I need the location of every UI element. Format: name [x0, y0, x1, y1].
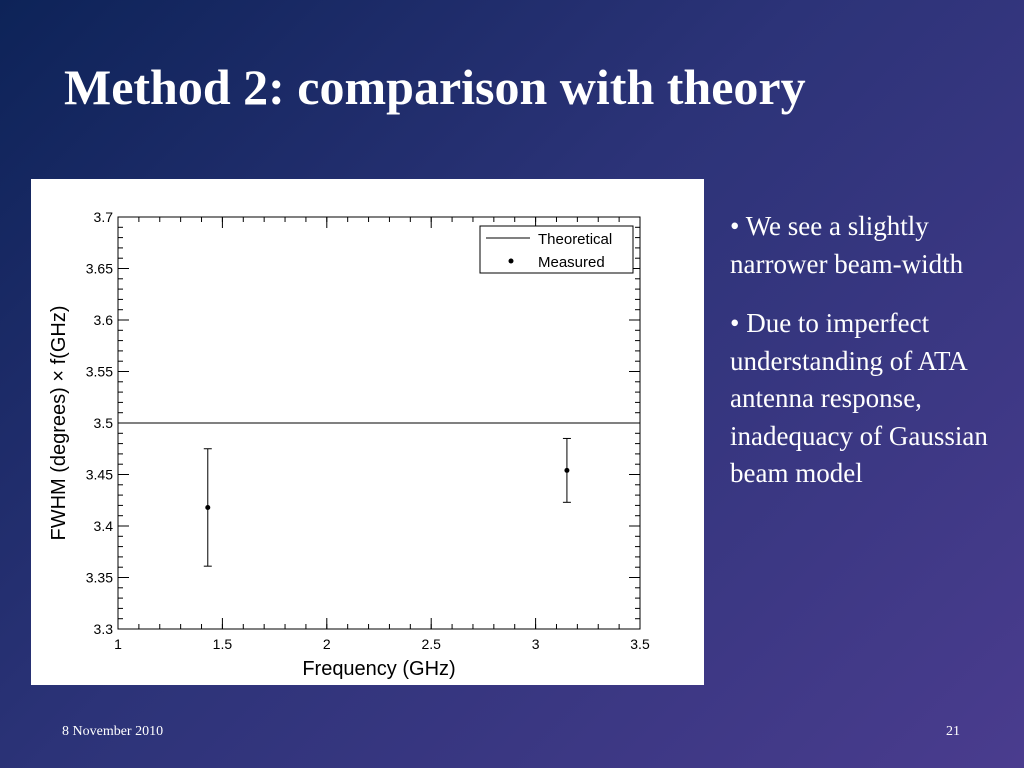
slide-title: Method 2: comparison with theory [64, 59, 806, 115]
measured-point [205, 504, 211, 510]
x-tick-label: 2 [323, 636, 331, 652]
x-axis-label: Frequency (GHz) [302, 658, 455, 680]
legend-theoretical-label: Theoretical [538, 231, 612, 248]
x-tick-label: 1 [114, 636, 122, 652]
bullet-item: • Due to imperfect understanding of ATA … [730, 308, 988, 488]
chart-panel: 3.3 3.35 3.4 3.45 3.5 3.55 3.6 3.65 3.7 1 1.5 2 2.5 3… [31, 179, 704, 685]
legend-measured-label: Measured [538, 254, 605, 271]
x-tick-label: 2.5 [421, 636, 441, 652]
y-tick-label: 3.45 [86, 467, 113, 483]
legend-box [479, 225, 634, 274]
y-tick-label: 3.6 [94, 312, 114, 328]
y-tick-label: 3.3 [94, 621, 114, 637]
y-tick-label: 3.65 [86, 261, 113, 277]
x-tick-label: 1.5 [213, 636, 233, 652]
page-number: 21 [946, 724, 960, 739]
y-axis-label: FWHM (degrees) × f(GHz) [48, 305, 70, 540]
fwhm-chart: 3.3 3.35 3.4 3.45 3.5 3.55 3.6 3.65 3.7 1 1.5 2 2.5 3… [48, 209, 650, 680]
y-tick-label: 3.5 [94, 415, 114, 431]
bullet-list: • We see a slightly narrower beam-width … [730, 208, 1010, 515]
bullet-item: • We see a slightly narrower beam-width [730, 211, 964, 279]
x-tick-label: 3 [532, 636, 540, 652]
y-tick-label: 3.35 [86, 570, 113, 586]
x-tick-label: 3.5 [630, 636, 650, 652]
y-tick-label: 3.55 [86, 364, 113, 380]
y-tick-label: 3.4 [94, 518, 114, 534]
legend-measured-swatch [508, 258, 514, 264]
measured-point [564, 467, 570, 473]
y-tick-label: 3.7 [94, 209, 114, 225]
footer-date: 8 November 2010 [62, 724, 164, 739]
legend: Theoretical Measured [479, 225, 634, 274]
